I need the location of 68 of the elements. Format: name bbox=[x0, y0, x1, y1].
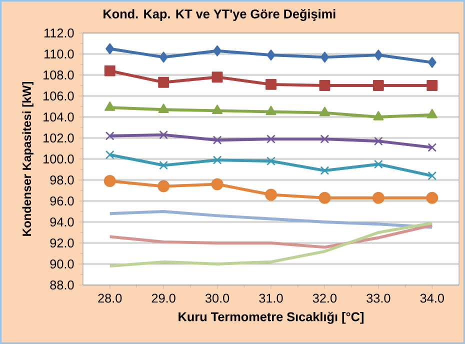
x-tick-label: 31.0 bbox=[259, 294, 283, 303]
point bbox=[211, 178, 224, 190]
y-tick-label: 110.0 bbox=[44, 50, 74, 58]
point bbox=[104, 102, 116, 111]
point bbox=[426, 80, 438, 91]
point bbox=[159, 160, 168, 170]
point bbox=[266, 78, 276, 90]
x-tick-label: 30.0 bbox=[205, 294, 230, 303]
x-tick-label: 34.0 bbox=[420, 294, 444, 303]
point bbox=[158, 104, 169, 113]
point bbox=[264, 188, 277, 201]
y-tick-label: 106.0 bbox=[44, 92, 74, 100]
y-tick-label: 96.0 bbox=[50, 196, 74, 206]
line-series bbox=[108, 224, 434, 249]
y-axis-title: Kondenser Kapasitesi [kW] bbox=[22, 82, 34, 236]
y-tick-label: 102.0 bbox=[44, 134, 74, 142]
y-tick-label: 90.0 bbox=[50, 260, 74, 268]
point bbox=[426, 108, 438, 118]
x-tick-label: 29.0 bbox=[152, 294, 176, 303]
point bbox=[106, 43, 114, 54]
point bbox=[373, 111, 384, 120]
point bbox=[158, 76, 170, 88]
y-tick-label: 92.0 bbox=[50, 238, 74, 248]
point bbox=[104, 175, 116, 188]
point bbox=[158, 180, 170, 192]
point bbox=[105, 150, 114, 160]
point bbox=[318, 192, 331, 204]
point bbox=[212, 136, 222, 145]
point bbox=[372, 192, 384, 204]
point bbox=[428, 143, 437, 152]
y-tick-label: 88.0 bbox=[50, 280, 74, 290]
point bbox=[374, 50, 383, 61]
y-tick-label: 112.0 bbox=[44, 28, 74, 38]
point bbox=[212, 72, 223, 83]
y-tick-label: 94.0 bbox=[50, 218, 74, 226]
y-tick-label: 104.0 bbox=[44, 112, 74, 122]
point bbox=[266, 106, 276, 116]
point bbox=[266, 134, 276, 144]
point bbox=[159, 52, 168, 63]
point bbox=[426, 192, 438, 204]
y-tick-label: 98.0 bbox=[50, 176, 74, 184]
point bbox=[320, 166, 330, 175]
point bbox=[320, 134, 330, 144]
x-tick-label: 33.0 bbox=[366, 294, 390, 303]
point bbox=[374, 136, 383, 146]
chart-title: Kond. Kap. KT ve YT'ye Göre Değişimi bbox=[104, 8, 336, 21]
point bbox=[319, 80, 330, 91]
x-axis-title: Kuru Termometre Sıcaklığı [°C] bbox=[178, 312, 364, 324]
x-tick-label: 28.0 bbox=[98, 294, 122, 303]
point bbox=[372, 80, 384, 91]
point bbox=[374, 160, 383, 169]
point bbox=[212, 156, 222, 164]
point bbox=[266, 50, 276, 61]
point bbox=[266, 156, 276, 166]
point bbox=[104, 65, 116, 76]
point bbox=[212, 104, 223, 114]
line-series bbox=[108, 222, 434, 268]
line-series bbox=[108, 210, 434, 229]
point bbox=[319, 106, 330, 116]
point bbox=[213, 45, 222, 56]
y-tick-label: 100.0 bbox=[44, 154, 74, 164]
y-tick-label: 108.0 bbox=[44, 70, 74, 80]
x-tick-label: 32.0 bbox=[312, 294, 337, 303]
point bbox=[428, 56, 436, 68]
point bbox=[159, 130, 168, 140]
point bbox=[320, 52, 329, 63]
point bbox=[428, 171, 437, 180]
point bbox=[105, 131, 114, 140]
